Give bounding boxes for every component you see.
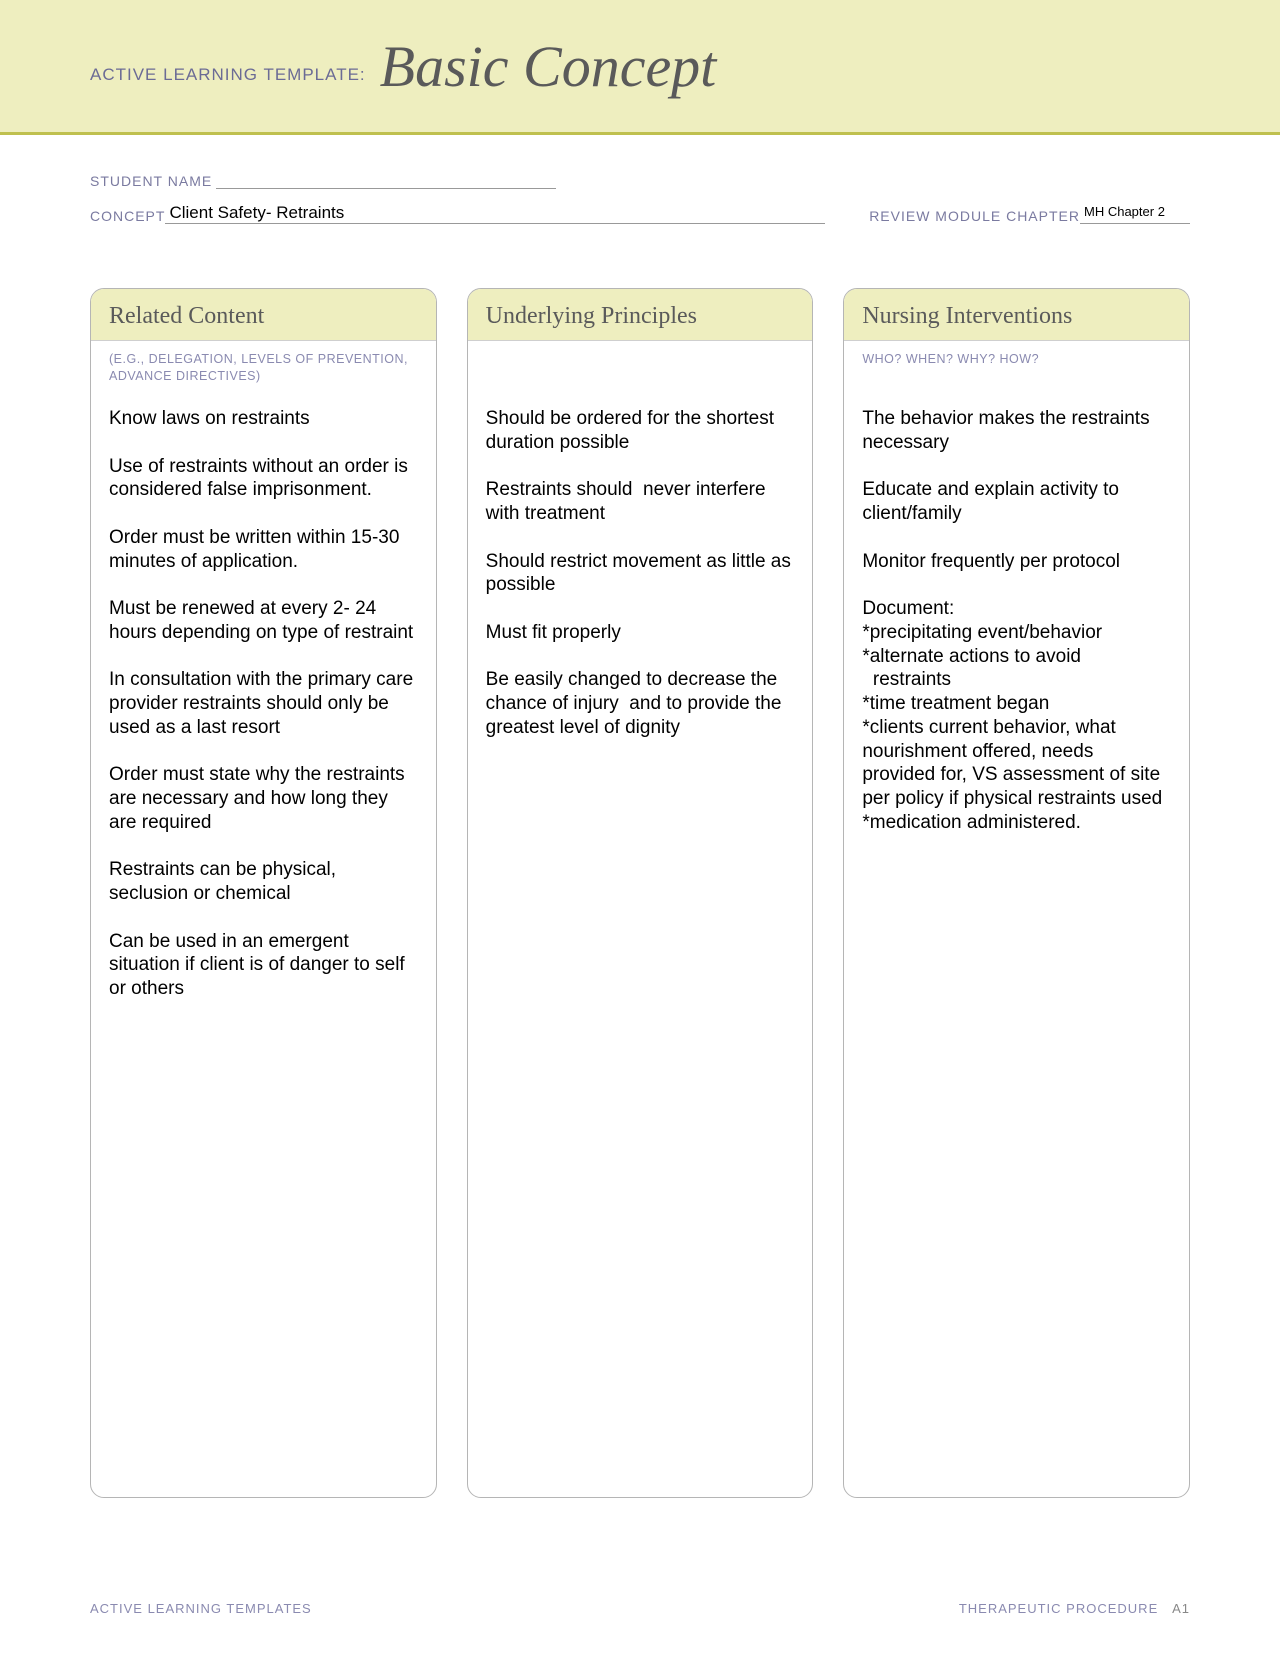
columns-container: Related Content (E.G., DELEGATION, LEVEL… <box>0 238 1280 1498</box>
review-label: REVIEW MODULE CHAPTER <box>869 208 1080 224</box>
concept-group: CONCEPT Client Safety- Retraints <box>90 203 825 224</box>
footer: ACTIVE LEARNING TEMPLATES THERAPEUTIC PR… <box>90 1601 1190 1616</box>
column-subtitle <box>468 341 813 401</box>
footer-page-code: A1 <box>1172 1601 1190 1616</box>
footer-right-label: THERAPEUTIC PROCEDURE <box>959 1601 1158 1616</box>
column-underlying-principles: Underlying Principles Should be ordered … <box>467 288 814 1498</box>
template-title: Basic Concept <box>380 33 717 100</box>
meta-section: STUDENT NAME CONCEPT Client Safety- Retr… <box>0 135 1280 224</box>
student-name-label: STUDENT NAME <box>90 173 212 189</box>
header-band: ACTIVE LEARNING TEMPLATE: Basic Concept <box>0 0 1280 135</box>
review-value: MH Chapter 2 <box>1080 204 1190 224</box>
column-title: Underlying Principles <box>468 289 813 341</box>
review-group: REVIEW MODULE CHAPTER MH Chapter 2 <box>869 204 1190 224</box>
template-label: ACTIVE LEARNING TEMPLATE: <box>90 47 366 85</box>
column-related-content: Related Content (E.G., DELEGATION, LEVEL… <box>90 288 437 1498</box>
column-body: The behavior makes the restraints necess… <box>844 401 1189 853</box>
student-name-row: STUDENT NAME <box>90 173 1190 189</box>
column-body: Should be ordered for the shortest durat… <box>468 401 813 758</box>
student-name-line <box>216 173 556 189</box>
footer-right: THERAPEUTIC PROCEDURE A1 <box>959 1601 1190 1616</box>
footer-left: ACTIVE LEARNING TEMPLATES <box>90 1601 312 1616</box>
concept-review-row: CONCEPT Client Safety- Retraints REVIEW … <box>90 203 1190 224</box>
column-nursing-interventions: Nursing Interventions WHO? WHEN? WHY? HO… <box>843 288 1190 1498</box>
column-subtitle: (E.G., DELEGATION, LEVELS OF PREVENTION,… <box>91 341 436 401</box>
concept-value: Client Safety- Retraints <box>165 203 825 224</box>
column-title: Nursing Interventions <box>844 289 1189 341</box>
concept-label: CONCEPT <box>90 208 165 224</box>
column-body: Know laws on restraints Use of restraint… <box>91 401 436 1019</box>
column-title: Related Content <box>91 289 436 341</box>
column-subtitle: WHO? WHEN? WHY? HOW? <box>844 341 1189 401</box>
